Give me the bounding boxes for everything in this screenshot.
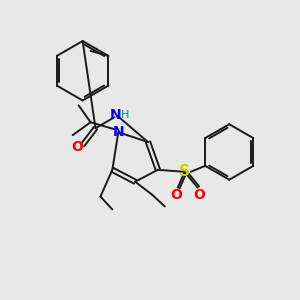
Text: O: O: [72, 140, 84, 154]
Text: N: N: [112, 125, 124, 139]
Text: H: H: [121, 110, 129, 120]
Text: N: N: [110, 108, 121, 122]
Text: O: O: [194, 188, 206, 202]
Text: O: O: [170, 188, 182, 202]
Text: S: S: [179, 164, 190, 179]
